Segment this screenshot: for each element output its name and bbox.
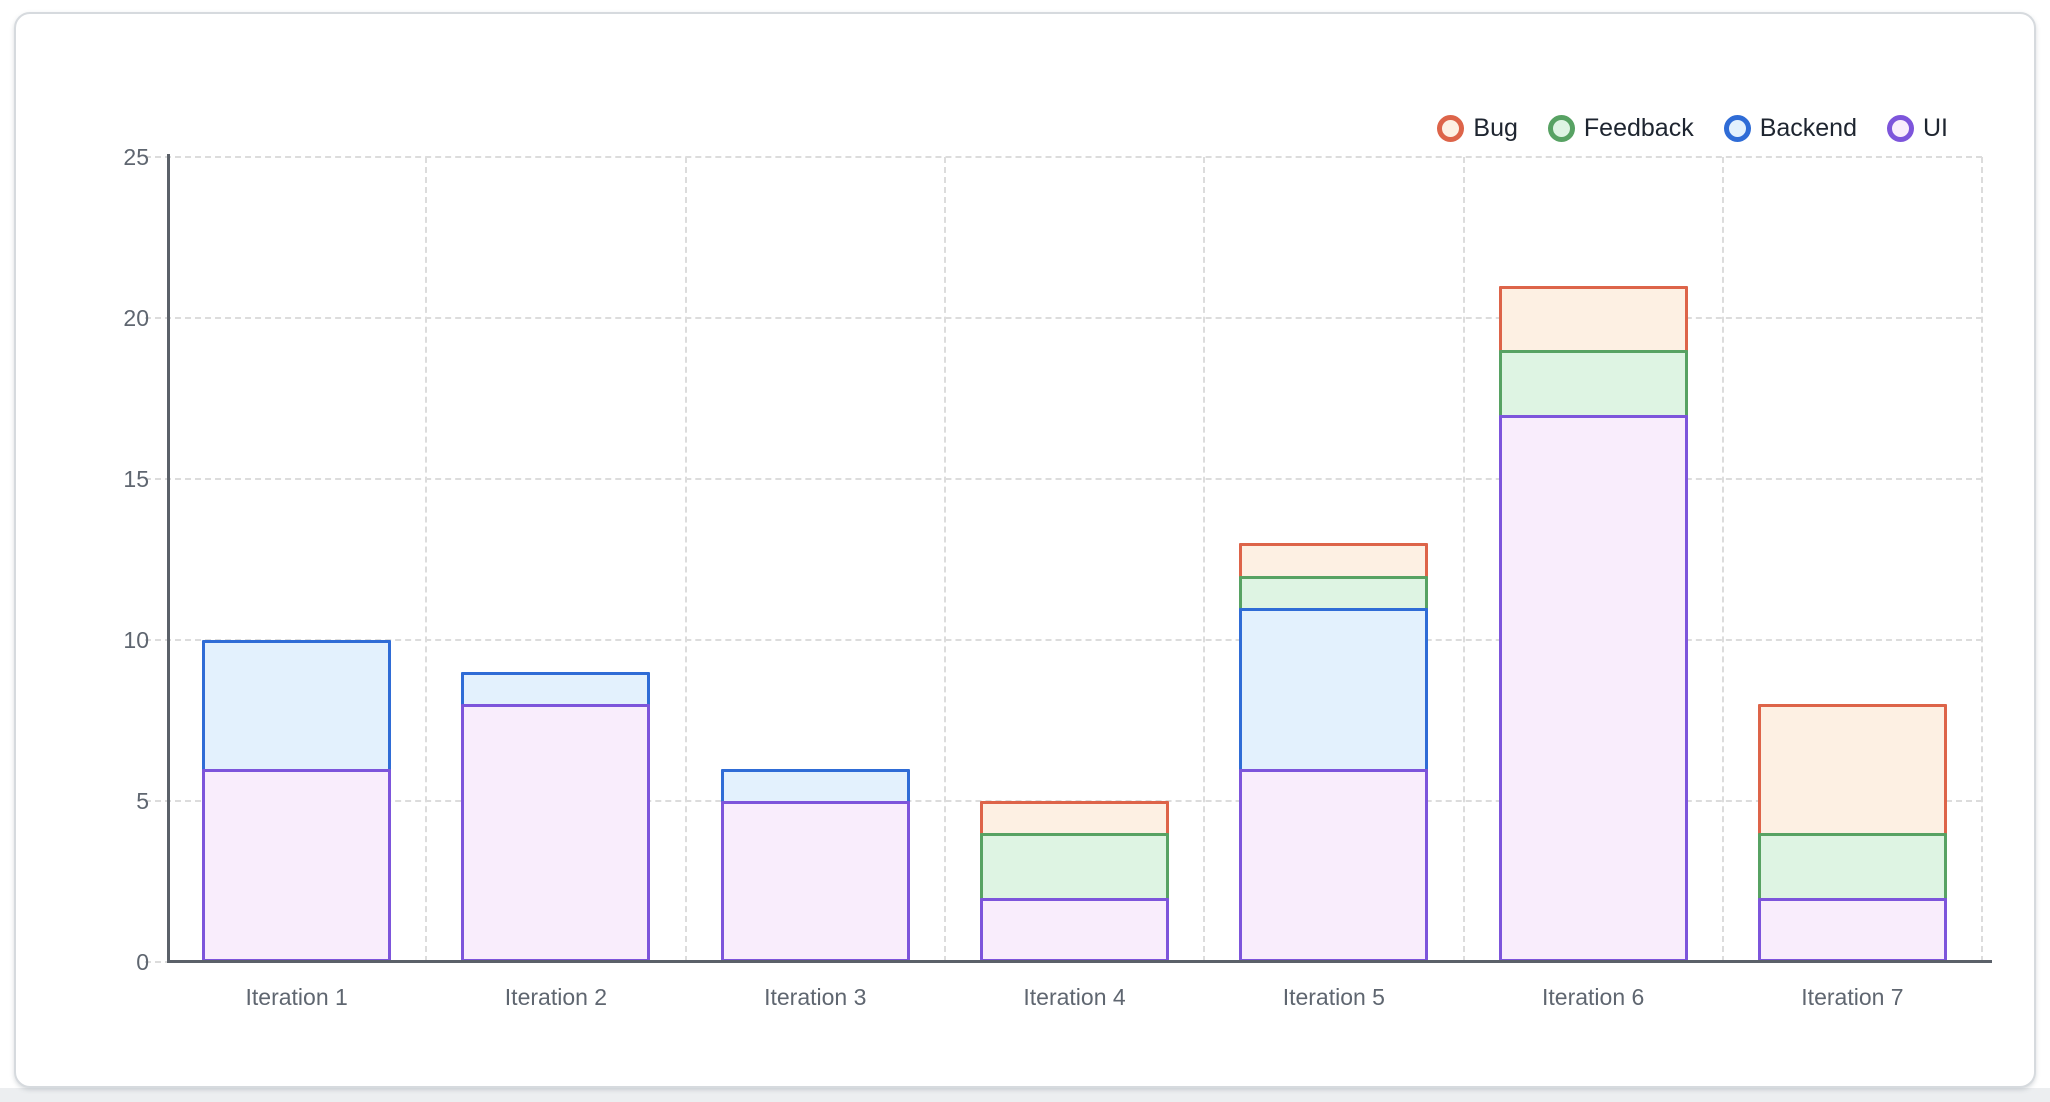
bar-segment-feedback[interactable] xyxy=(1239,575,1429,611)
y-axis-tick-label: 20 xyxy=(123,305,149,331)
legend-label: Bug xyxy=(1473,113,1518,142)
bar-segment-bug[interactable] xyxy=(1757,704,1947,837)
bar-segment-ui[interactable] xyxy=(720,801,910,962)
bar-segment-ui[interactable] xyxy=(1239,768,1429,962)
v-gridline xyxy=(1203,157,1206,962)
bug-series-ring-icon xyxy=(1437,114,1465,142)
page-bottom-strip xyxy=(0,1088,2050,1102)
bar-segment-feedback[interactable] xyxy=(980,833,1170,901)
h-gridline xyxy=(145,317,1982,319)
v-gridline xyxy=(1721,157,1724,962)
bar-segment-ui[interactable] xyxy=(1498,414,1688,962)
bar-segment-feedback[interactable] xyxy=(1498,350,1688,418)
legend-item-feedback[interactable]: Feedback xyxy=(1547,113,1694,143)
x-axis-category-label: Iteration 7 xyxy=(1801,984,1904,1010)
bar-segment-bug[interactable] xyxy=(1498,285,1688,354)
chart-card: 0 5 10 15 20 25 Iteration 1 Iteration 2 Iteratio… xyxy=(14,12,2036,1088)
bar-segment-backend[interactable] xyxy=(461,672,651,708)
h-gridline xyxy=(145,478,1982,480)
h-gridline xyxy=(145,639,1982,641)
x-axis-category-label: Iteration 3 xyxy=(764,984,867,1010)
bar-segment-feedback[interactable] xyxy=(1757,833,1947,901)
v-gridline xyxy=(1462,157,1465,962)
legend-item-bug[interactable]: Bug xyxy=(1437,113,1518,143)
bar-segment-ui[interactable] xyxy=(1757,897,1947,962)
bar-segment-backend[interactable] xyxy=(720,768,910,804)
v-gridline xyxy=(943,157,946,962)
bar-segment-ui[interactable] xyxy=(202,768,392,962)
h-gridline xyxy=(145,156,1982,158)
legend-label: Backend xyxy=(1759,113,1857,142)
bar-segment-bug[interactable] xyxy=(980,801,1170,837)
legend-label: UI xyxy=(1923,113,1948,142)
x-axis-category-label: Iteration 4 xyxy=(1023,984,1126,1010)
bar-segment-backend[interactable] xyxy=(1239,607,1429,772)
x-axis-category-label: Iteration 5 xyxy=(1282,984,1385,1010)
bar-segment-ui[interactable] xyxy=(980,897,1170,962)
bar-segment-ui[interactable] xyxy=(461,704,651,962)
y-axis-tick-label: 10 xyxy=(123,627,149,653)
v-gridline xyxy=(1981,157,1984,962)
backend-series-ring-icon xyxy=(1723,114,1751,142)
y-axis-tick-label: 15 xyxy=(123,466,149,492)
legend-item-ui[interactable]: UI xyxy=(1887,114,1948,143)
feedback-series-ring-icon xyxy=(1547,114,1575,142)
v-gridline xyxy=(684,157,687,962)
x-axis-category-label: Iteration 2 xyxy=(504,984,608,1010)
x-axis-line xyxy=(167,960,1992,963)
x-axis-category-label: Iteration 1 xyxy=(245,984,348,1010)
v-gridline xyxy=(425,157,428,962)
y-axis-tick-label: 5 xyxy=(136,788,149,814)
bar-segment-bug[interactable] xyxy=(1239,543,1429,579)
legend: Bug Feedback Backend UI xyxy=(1437,111,1948,145)
y-axis-tick-label: 25 xyxy=(123,144,149,170)
bar-segment-backend[interactable] xyxy=(202,640,392,772)
x-axis-category-label: Iteration 6 xyxy=(1542,984,1645,1010)
ui-series-ring-icon xyxy=(1887,114,1914,142)
legend-item-backend[interactable]: Backend xyxy=(1723,113,1857,143)
legend-label: Feedback xyxy=(1583,113,1694,142)
y-axis-tick-label: 0 xyxy=(136,949,149,975)
y-axis-line xyxy=(167,154,170,962)
